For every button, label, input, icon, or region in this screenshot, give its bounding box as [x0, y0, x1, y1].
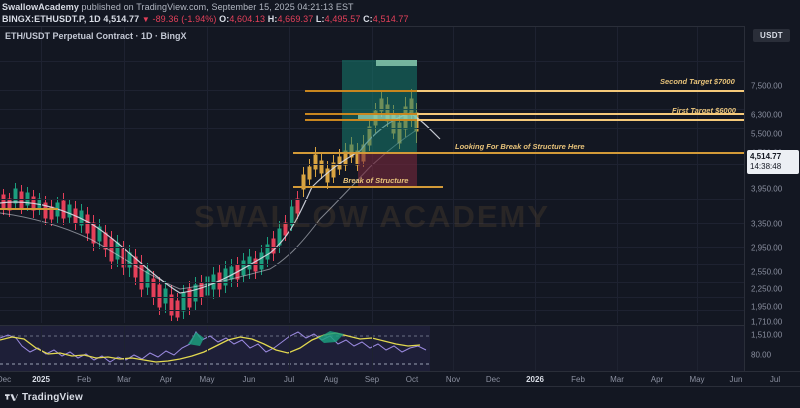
price-tick: 2,250.00: [751, 284, 783, 294]
tradingview-mark-icon: [5, 394, 18, 401]
time-tick: Nov: [445, 375, 461, 384]
tradingview-wordmark: TradingView: [22, 392, 83, 403]
time-tick: May: [199, 375, 215, 384]
price-tick: 2,550.00: [751, 267, 783, 277]
last-price: 4,514.77: [103, 14, 140, 24]
price-tick: 3,350.00: [751, 219, 783, 229]
ohlc-close-value: 4,514.77: [372, 14, 409, 24]
ohlc-low-key: L:: [315, 14, 325, 24]
time-tick: Jun: [729, 375, 743, 384]
price-tick: 1,710.00: [751, 317, 783, 327]
tradingview-logo[interactable]: TradingView: [5, 392, 83, 403]
author-name: SwallowAcademy: [2, 2, 79, 12]
rsi-series: [0, 326, 430, 372]
price-axis-unit: USDT: [753, 29, 790, 42]
current-price-value: 4,514.77: [750, 152, 782, 161]
time-tick: Dec: [485, 375, 501, 384]
current-price-time: 14:38:48: [750, 162, 782, 171]
price-pane[interactable]: SWALLOW ACADEMY ETH/USDT Perpetual Contr…: [0, 27, 744, 323]
time-tick: Apr: [159, 375, 173, 384]
time-tick: Oct: [405, 375, 419, 384]
time-tick-year: 2026: [526, 375, 544, 384]
time-tick: Mar: [117, 375, 131, 384]
rsi-tick: 80.00: [751, 350, 772, 360]
price-axis[interactable]: USDT 7,500.00 6,300.00 5,500.00 4,700.00…: [744, 26, 800, 388]
ohlc-low-value: 4,495.57: [324, 14, 361, 24]
symbol-quote-line: BINGX:ETHUSDT.P, 1D 4,514.77 ▼ -89.36 (-…: [2, 13, 800, 26]
ohlc-open-key: O:: [219, 14, 230, 24]
time-tick: Sep: [364, 375, 380, 384]
time-axis[interactable]: Dec 2025 Feb Mar Apr May Jun Jul Aug Sep…: [0, 371, 800, 387]
price-tick: 3,950.00: [751, 184, 783, 194]
chart-frame[interactable]: SWALLOW ACADEMY ETH/USDT Perpetual Contr…: [0, 26, 800, 372]
time-tick: Jul: [769, 375, 781, 384]
chart-attribution-header: SwallowAcademy published on TradingView.…: [0, 0, 800, 26]
time-tick: Jul: [283, 375, 295, 384]
ohlc-open-value: 4,604.13: [229, 14, 266, 24]
rsi-indicator-pane[interactable]: SWALLOW ACADEMY: [0, 325, 744, 372]
time-tick: Aug: [323, 375, 339, 384]
time-tick: Feb: [571, 375, 585, 384]
price-down-arrow-icon: ▼: [141, 15, 150, 24]
ohlc-high-key: H:: [267, 14, 278, 24]
chart-footer: TradingView: [0, 387, 800, 408]
price-tick: 2,950.00: [751, 243, 783, 253]
time-tick: Apr: [650, 375, 664, 384]
price-tick: 1,510.00: [751, 330, 783, 340]
time-tick: May: [689, 375, 705, 384]
price-tick: 7,500.00: [751, 81, 783, 91]
time-tick: Jun: [242, 375, 256, 384]
current-price-badge: 4,514.77 14:38:48: [747, 150, 799, 174]
price-tick: 1,950.00: [751, 302, 783, 312]
price-tick: 6,300.00: [751, 110, 783, 120]
time-tick-year: 2025: [32, 375, 50, 384]
publish-line: SwallowAcademy published on TradingView.…: [2, 1, 800, 13]
price-change: -89.36 (-1.94%): [152, 14, 217, 24]
ohlc-high-value: 4,669.37: [277, 14, 314, 24]
publish-info: published on TradingView.com, September …: [81, 2, 354, 12]
ohlc-close-key: C:: [363, 14, 373, 24]
time-tick: Feb: [77, 375, 91, 384]
symbol-label: BINGX:ETHUSDT.P, 1D: [2, 14, 101, 24]
price-tick: 5,500.00: [751, 129, 783, 139]
chart-title: ETH/USDT Perpetual Contract · 1D · BingX: [5, 31, 187, 41]
time-tick: Dec: [0, 375, 12, 384]
time-tick: Mar: [610, 375, 624, 384]
